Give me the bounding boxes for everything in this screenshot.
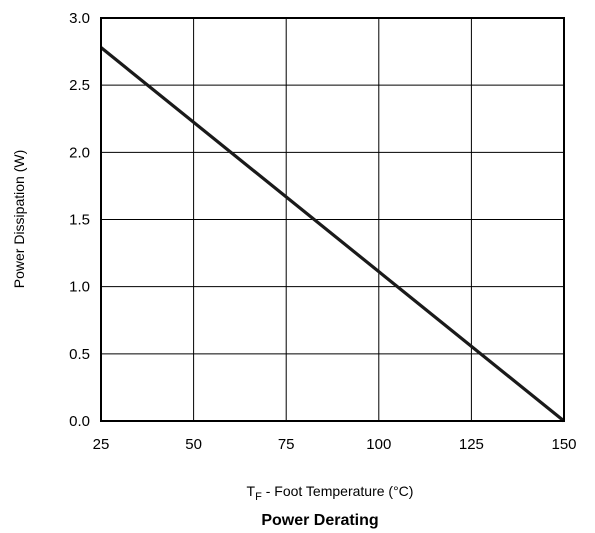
- y-tick-label: 2.5: [69, 77, 90, 94]
- y-tick-label: 1.5: [69, 212, 90, 229]
- x-axis-label: TF - Foot Temperature (°C): [247, 483, 414, 503]
- x-tick-label: 125: [459, 436, 484, 453]
- plot-frame: [100, 17, 565, 422]
- y-tick-label: 3.0: [69, 10, 90, 27]
- y-tick-label: 0.0: [69, 413, 90, 430]
- series-line-power-derating: [99, 46, 566, 423]
- y-tick-label: 0.5: [69, 346, 90, 363]
- x-tick-label: 25: [93, 436, 110, 453]
- x-axis-label-subscript: F: [255, 491, 262, 503]
- y-tick-label: 1.0: [69, 279, 90, 296]
- x-tick-label: 100: [366, 436, 391, 453]
- y-tick-label: 2.0: [69, 144, 90, 161]
- x-axis-label-main: T: [247, 483, 256, 499]
- y-axis-label: Power Dissipation (W): [11, 150, 27, 288]
- chart-title: Power Derating: [261, 512, 378, 529]
- x-tick-label: 150: [551, 436, 576, 453]
- x-tick-label: 75: [278, 436, 295, 453]
- x-tick-labels: 25 50 75 100 125 150: [93, 436, 577, 453]
- y-tick-labels: 0.0 0.5 1.0 1.5 2.0 2.5 3.0: [69, 10, 90, 430]
- x-tick-label: 50: [185, 436, 202, 453]
- series-layer: [99, 46, 566, 423]
- x-axis-label-rest: - Foot Temperature (°C): [262, 483, 414, 499]
- grid: [100, 17, 565, 422]
